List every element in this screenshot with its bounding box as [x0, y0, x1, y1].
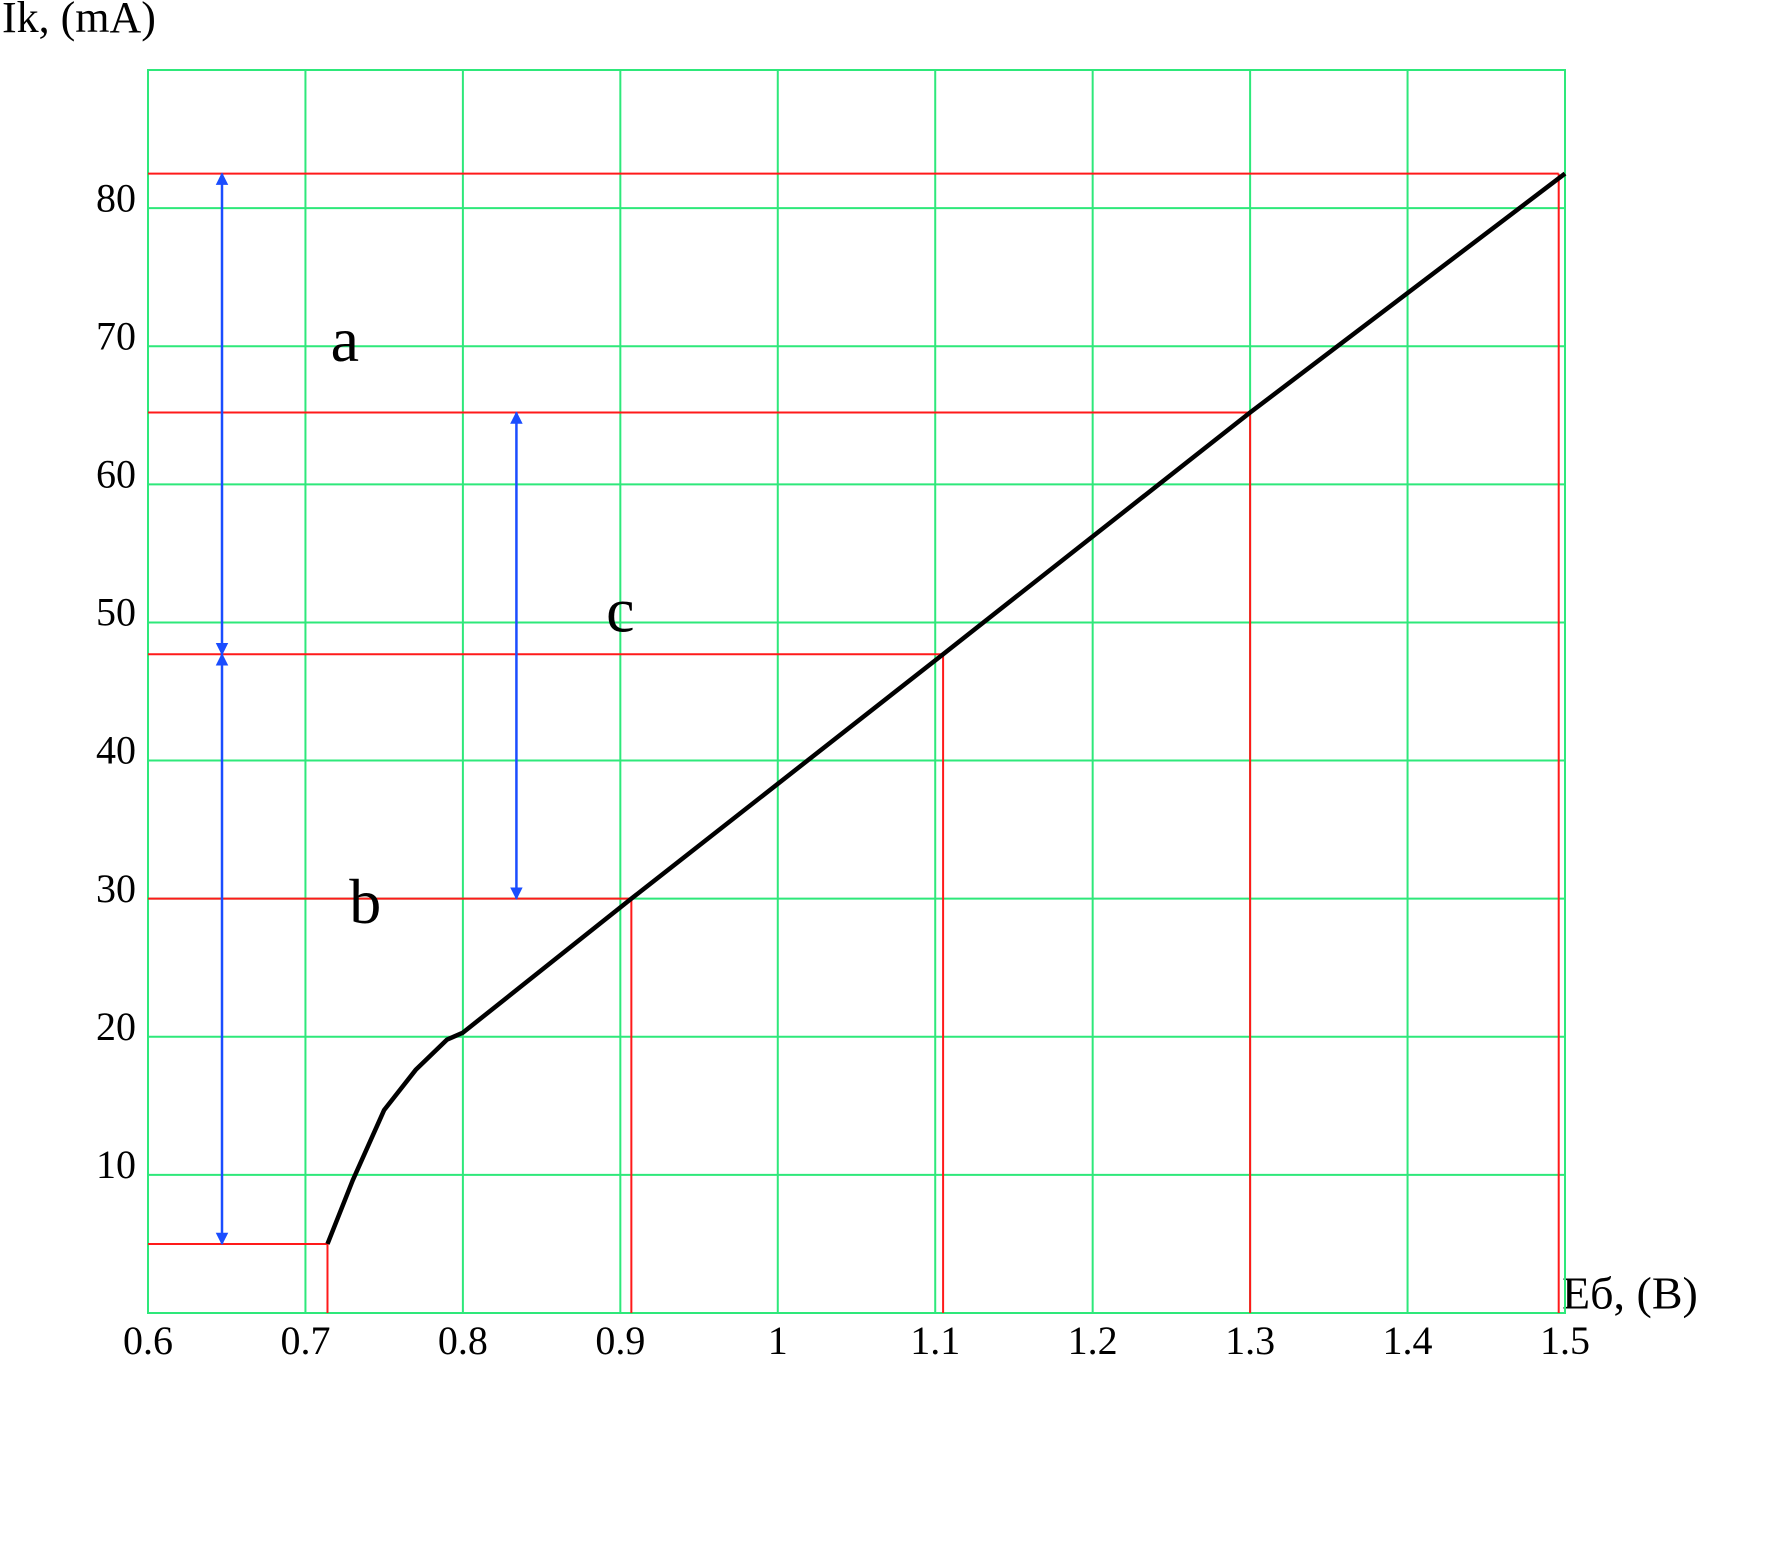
y-tick-label: 50: [96, 590, 136, 635]
y-tick-label: 60: [96, 452, 136, 497]
annotation-label: b: [349, 866, 381, 937]
x-tick-label: 1.3: [1225, 1318, 1275, 1363]
y-tick-label: 10: [96, 1142, 136, 1187]
x-axis-label: Еб, (В): [1562, 1268, 1698, 1319]
annotation-label: c: [606, 575, 634, 646]
x-tick-label: 1.1: [910, 1318, 960, 1363]
x-tick-label: 1.4: [1383, 1318, 1433, 1363]
plot-frame: [147, 69, 1566, 1314]
x-tick-label: 0.8: [438, 1318, 488, 1363]
y-axis-label: Ik, (mA): [2, 0, 156, 42]
x-tick-label: 1.5: [1540, 1318, 1590, 1363]
y-tick-label: 80: [96, 175, 136, 220]
y-tick-label: 40: [96, 728, 136, 773]
y-tick-label: 30: [96, 866, 136, 911]
y-tick-label: 70: [96, 313, 136, 358]
curve: [325, 171, 1567, 1245]
x-tick-label: 0.9: [595, 1318, 645, 1363]
x-tick-label: 0.6: [123, 1318, 173, 1363]
x-tick-label: 1.2: [1068, 1318, 1118, 1363]
annotation-label: a: [331, 304, 359, 375]
x-tick-label: 0.7: [280, 1318, 330, 1363]
x-tick-label: 1: [768, 1318, 788, 1363]
y-tick-label: 20: [96, 1004, 136, 1049]
